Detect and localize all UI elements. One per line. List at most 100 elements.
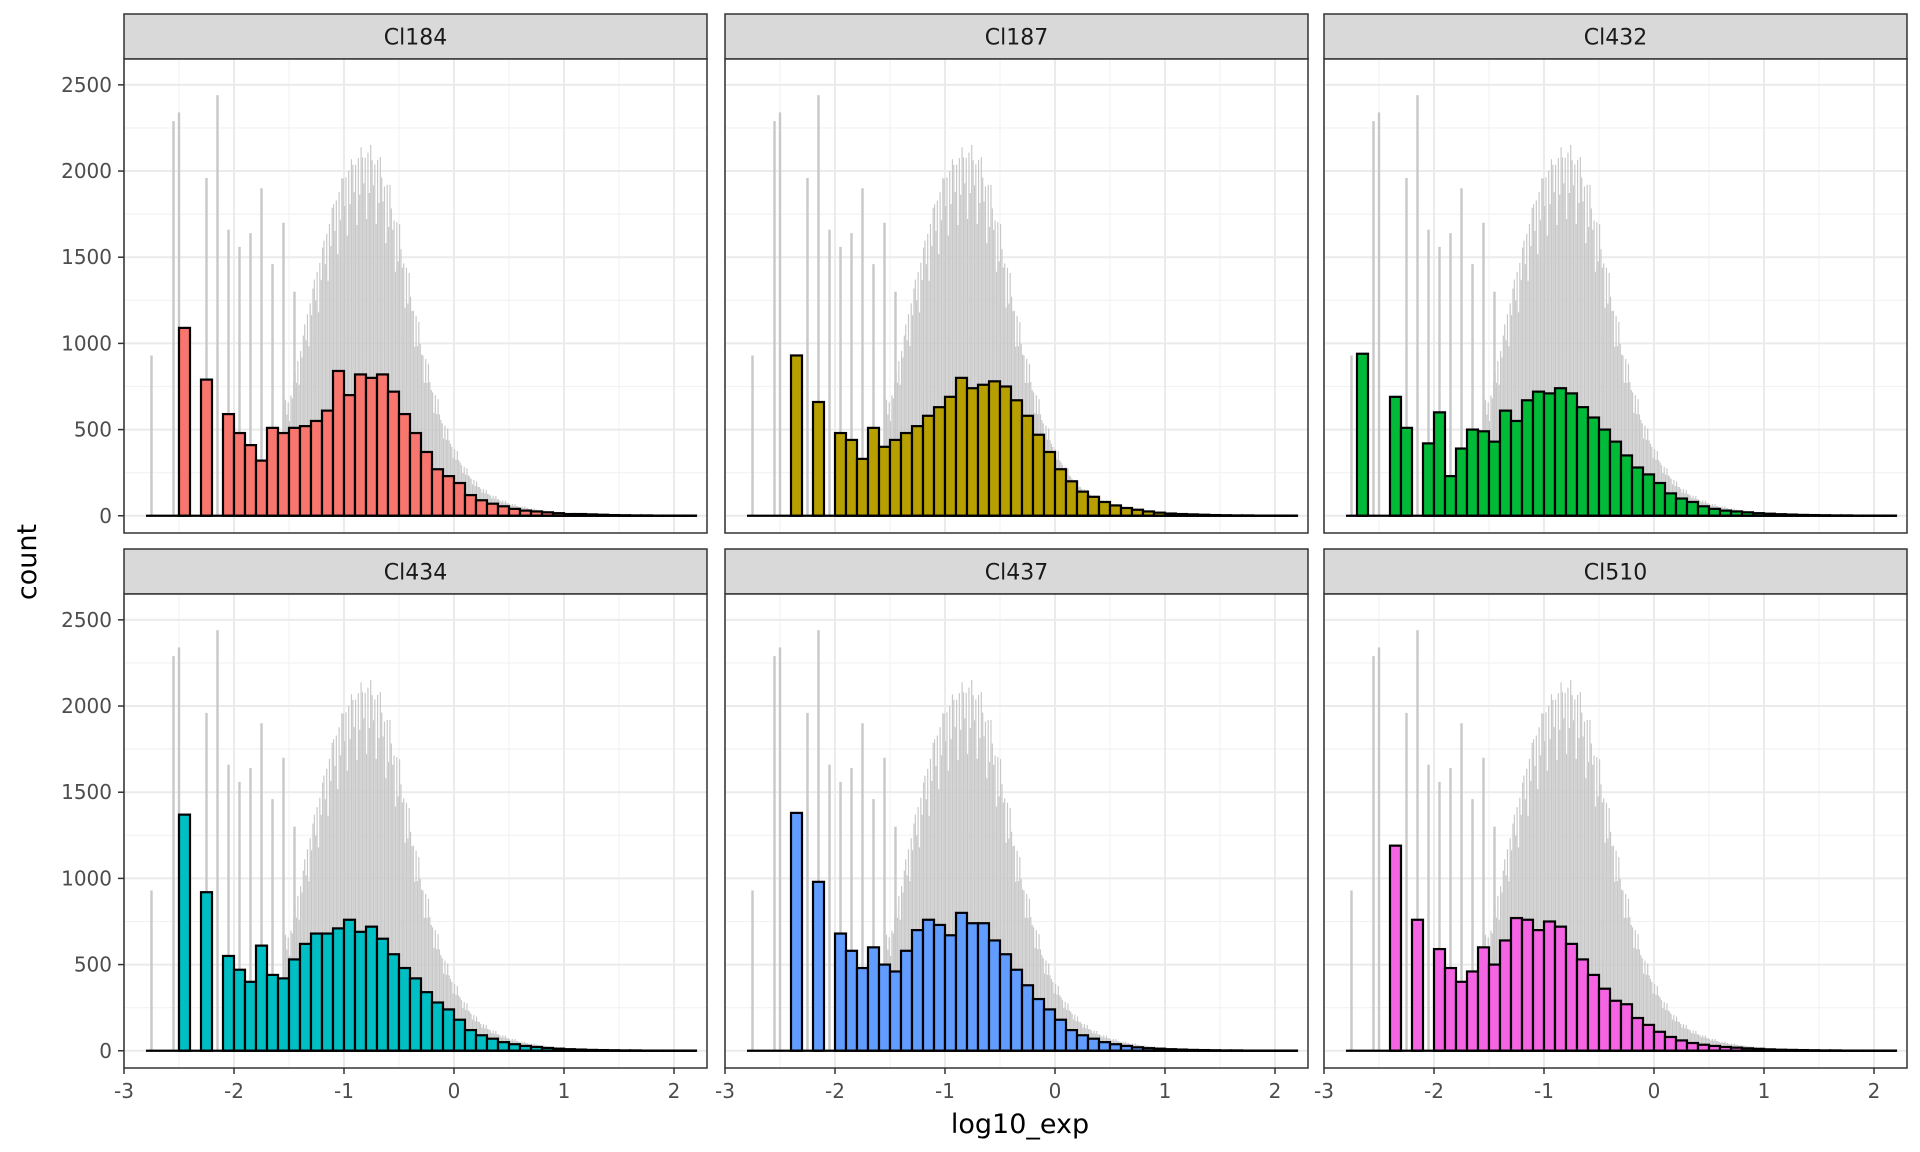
- background-spike: [806, 712, 809, 1051]
- x-tick-label: 1: [1758, 1079, 1771, 1103]
- background-bar: [1545, 177, 1547, 516]
- histogram-bar: [408, 431, 423, 517]
- background-bar: [987, 719, 989, 1051]
- background-spike: [1350, 355, 1353, 516]
- panel-border: [1323, 593, 1908, 1069]
- histogram-bar: [1097, 1041, 1112, 1052]
- background-bar: [939, 727, 941, 1051]
- background-bar: [1692, 1030, 1694, 1051]
- background-spike: [850, 768, 853, 1051]
- background-bar: [353, 727, 355, 1051]
- histogram-bar: [1630, 466, 1645, 517]
- background-bar: [916, 300, 918, 516]
- background-bar: [399, 759, 401, 1051]
- background-bar: [1581, 177, 1583, 516]
- histogram-bar: [1108, 504, 1123, 517]
- background-bar: [1045, 960, 1047, 1051]
- background-bar: [407, 303, 409, 516]
- histogram-bar: [353, 930, 368, 1052]
- histogram-bar: [866, 946, 881, 1052]
- background-bar: [921, 279, 923, 516]
- background-bar: [1570, 679, 1572, 1051]
- histogram-bar: [331, 369, 346, 517]
- background-bar: [1577, 159, 1579, 516]
- background-bar: [352, 164, 354, 516]
- background-bar: [1601, 802, 1603, 1051]
- histogram-bar: [1498, 939, 1513, 1052]
- background-bar: [411, 311, 413, 516]
- histogram-bar: [899, 949, 914, 1052]
- y-tick-label: 500: [74, 953, 112, 977]
- background-bar: [928, 280, 930, 516]
- background-bar: [426, 918, 428, 1051]
- background-bar: [1528, 758, 1531, 1051]
- background-bar: [936, 200, 938, 516]
- background-bar: [949, 705, 951, 1051]
- background-bar: [348, 170, 350, 516]
- background-bar: [1542, 713, 1544, 1051]
- background-bar: [1523, 775, 1525, 1051]
- background-bar: [1612, 845, 1614, 1051]
- background-bar: [989, 762, 991, 1051]
- background-bar: [975, 699, 977, 1051]
- background-bar: [422, 890, 424, 1051]
- histogram-bar: [254, 944, 269, 1052]
- background-bar: [1632, 927, 1634, 1051]
- background-bar: [316, 272, 318, 516]
- background-bar: [998, 796, 1000, 1051]
- histogram-bar: [954, 911, 969, 1052]
- background-bar: [338, 192, 340, 516]
- histogram-bar: [844, 949, 859, 1052]
- background-spike: [817, 95, 820, 516]
- background-bar: [971, 679, 973, 1051]
- background-bar: [935, 765, 937, 1051]
- background-bar: [323, 775, 325, 1051]
- background-bar: [936, 735, 938, 1051]
- background-bar: [1534, 230, 1536, 516]
- background-bar: [1583, 721, 1586, 1051]
- background-bar: [1561, 692, 1564, 1051]
- background-bar: [408, 272, 410, 516]
- background-bar: [1550, 694, 1553, 1051]
- facet-panel-Cl434: Cl434 0 500 1000 1500 2000 2500 -3 -2 -1 0 1 2: [61, 548, 708, 1103]
- histogram-bar: [789, 354, 804, 517]
- background-bar: [958, 693, 960, 1051]
- background-bar: [1550, 159, 1553, 516]
- background-bar: [903, 335, 905, 516]
- histogram-bar: [1586, 973, 1601, 1052]
- histogram-bar: [386, 390, 401, 517]
- background-spike: [828, 764, 831, 1051]
- background-bar: [1616, 881, 1619, 1051]
- background-bar: [350, 159, 353, 516]
- background-bar: [436, 949, 438, 1051]
- background-bar: [931, 245, 933, 516]
- facet-strip: [123, 13, 708, 60]
- background-bar: [1677, 1021, 1679, 1051]
- y-tick-label: 1000: [61, 866, 112, 890]
- background-bar: [1644, 960, 1646, 1051]
- background-bar: [1571, 160, 1573, 516]
- background-bar: [1680, 1023, 1682, 1051]
- background-bar: [969, 727, 971, 1051]
- background-bar: [1557, 693, 1559, 1051]
- background-bar: [1596, 222, 1598, 516]
- histogram-bar: [1075, 490, 1090, 517]
- histogram-bar: [844, 438, 859, 517]
- background-bar: [1640, 954, 1642, 1051]
- histogram-bar: [287, 958, 302, 1052]
- histogram-bar: [1064, 480, 1079, 517]
- background-bar: [345, 712, 347, 1051]
- background-bar: [1560, 682, 1562, 1051]
- histogram-bar: [1421, 442, 1436, 517]
- histogram-bar: [320, 932, 335, 1052]
- background-bar: [990, 184, 992, 516]
- background-bar: [1533, 204, 1535, 516]
- histogram-bar: [221, 954, 236, 1052]
- background-spike: [293, 826, 296, 1051]
- background-bar: [434, 930, 436, 1051]
- background-bar: [1615, 315, 1617, 516]
- histogram-bar: [976, 922, 991, 1052]
- background-bar: [947, 235, 949, 516]
- histogram-bar: [441, 475, 456, 517]
- histogram-bar: [1053, 468, 1068, 517]
